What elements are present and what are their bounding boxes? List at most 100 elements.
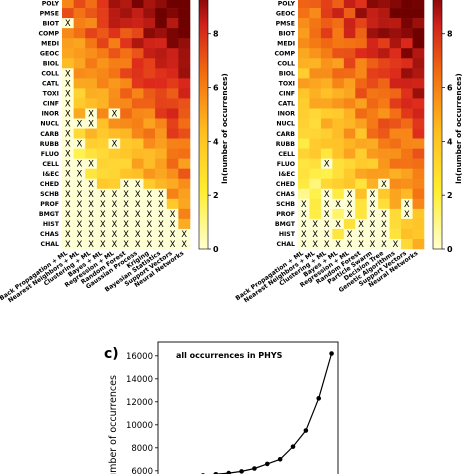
heatmap-cell xyxy=(85,78,98,89)
heatmap-cell xyxy=(96,188,109,200)
heatmap-cell xyxy=(155,78,168,89)
x-marker: X xyxy=(65,99,71,109)
heatmap-cell xyxy=(108,158,121,169)
heatmap-cell xyxy=(320,188,333,200)
heatmap-cell xyxy=(85,218,98,230)
panel-label: c) xyxy=(104,346,119,362)
heatmap-cell xyxy=(178,108,191,119)
x-marker: X xyxy=(301,240,307,250)
heatmap-cell xyxy=(355,208,368,220)
x-marker: X xyxy=(65,150,71,160)
heatmap-cell xyxy=(166,168,179,180)
x-marker: X xyxy=(77,180,83,190)
heatmap-cell xyxy=(155,8,168,19)
heatmap-cell xyxy=(166,188,179,200)
heatmap-cell xyxy=(378,168,390,180)
heatmap-cell xyxy=(166,218,179,230)
data-point xyxy=(329,351,334,356)
heatmap-cell xyxy=(108,188,121,200)
x-marker: X xyxy=(65,160,71,170)
heatmap-cell xyxy=(131,158,144,169)
x-marker: X xyxy=(88,190,94,200)
heatmap-cell xyxy=(131,138,144,149)
heatmap-cell xyxy=(401,48,413,59)
heatmap-cell xyxy=(166,158,179,169)
heatmap-cell xyxy=(401,118,413,129)
heatmap-cell xyxy=(85,118,98,129)
heatmap-cell xyxy=(298,178,310,190)
heatmap-cell xyxy=(85,168,98,180)
heatmap-cell xyxy=(62,198,74,210)
heatmap-cell xyxy=(401,28,413,39)
heatmap-cell xyxy=(343,88,356,99)
heatmap-cell xyxy=(85,88,98,99)
x-marker: X xyxy=(347,200,353,210)
heatmap-cell xyxy=(178,0,191,9)
heatmap-cell xyxy=(155,88,168,99)
heatmap-cell xyxy=(412,38,425,49)
heatmap-cell xyxy=(108,28,121,39)
colorbar-tick-label: 6 xyxy=(447,84,453,93)
heatmap-cell xyxy=(143,168,156,180)
heatmap-cell xyxy=(178,98,191,109)
heatmap-cell xyxy=(131,178,144,190)
heatmap-cell xyxy=(332,128,345,139)
heatmap-cell xyxy=(343,178,356,190)
heatmap-cell xyxy=(355,58,368,69)
heatmap-cell xyxy=(343,38,356,49)
heatmap-cell xyxy=(108,38,121,49)
heatmap-cell xyxy=(298,0,310,9)
heatmap-cell xyxy=(108,78,121,89)
heatmap-cell xyxy=(320,158,333,169)
x-marker: X xyxy=(65,120,71,130)
heatmap-cell xyxy=(85,158,98,169)
heatmap-cell xyxy=(155,0,168,9)
heatmap-cell xyxy=(412,168,425,180)
row-label: POLY xyxy=(278,0,296,7)
heatmap-cell xyxy=(96,238,109,250)
colorbar-tick-label: 4 xyxy=(213,137,219,146)
heatmap-cell xyxy=(412,228,425,240)
heatmap-cell xyxy=(378,188,390,200)
heatmap-cell xyxy=(131,208,144,220)
row-label: HIST xyxy=(279,231,296,238)
heatmap-cell xyxy=(96,58,109,69)
x-marker: X xyxy=(100,240,106,250)
heatmap-cell xyxy=(96,208,109,220)
heatmap-cell xyxy=(73,48,86,59)
heatmap-cell xyxy=(343,208,356,220)
heatmap-cell xyxy=(309,48,322,59)
heatmap-cell xyxy=(155,148,168,159)
heatmap-cell xyxy=(355,108,368,119)
heatmap-cell xyxy=(143,48,156,59)
heatmap-cell xyxy=(62,118,74,129)
heatmap-cell xyxy=(178,88,191,99)
heatmap-cell xyxy=(309,28,322,39)
heatmap-cell xyxy=(85,128,98,139)
x-marker: X xyxy=(77,120,83,130)
heatmap-cell xyxy=(412,208,425,220)
heatmap-cell xyxy=(401,8,413,19)
heatmap-cell xyxy=(85,0,98,9)
heatmap-cell xyxy=(389,88,402,99)
row-label: I&EC xyxy=(43,171,60,178)
heatmap-cell xyxy=(143,228,156,240)
heatmap-cell xyxy=(389,118,402,129)
heatmap-cell xyxy=(343,78,356,89)
heatmap-cell xyxy=(85,28,98,39)
heatmap-cell xyxy=(96,48,109,59)
heatmap-cell xyxy=(96,118,109,129)
heatmap-cell xyxy=(309,138,322,149)
heatmap-cell xyxy=(320,88,333,99)
heatmap-cell xyxy=(401,68,413,79)
x-marker: X xyxy=(100,230,106,240)
heatmap-cell xyxy=(108,98,121,109)
heatmap-cell xyxy=(343,58,356,69)
heatmap-cell xyxy=(309,8,322,19)
heatmap-cell xyxy=(389,228,402,240)
row-label: CHED xyxy=(276,181,295,188)
x-marker: X xyxy=(358,220,364,230)
heatmap-cell xyxy=(166,38,179,49)
heatmap-cell xyxy=(389,208,402,220)
x-marker: X xyxy=(301,230,307,240)
